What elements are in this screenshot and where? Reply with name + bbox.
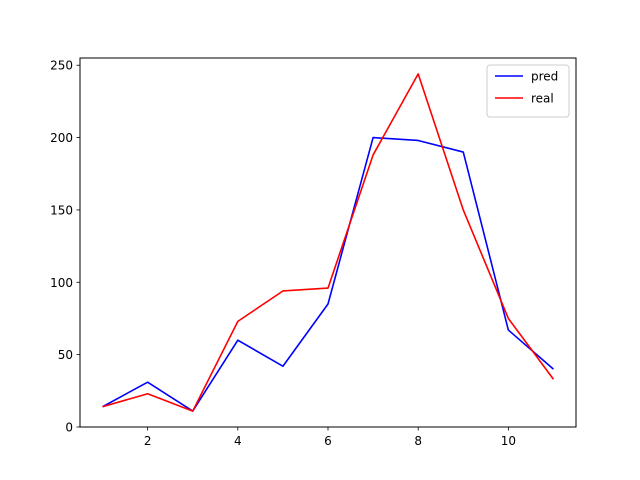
x-tick-label: 4 (234, 434, 242, 448)
x-tick-label: 6 (324, 434, 332, 448)
legend-label-real: real (531, 92, 554, 106)
y-tick-label: 150 (50, 203, 73, 217)
y-tick-label: 50 (58, 348, 73, 362)
y-tick-label: 0 (65, 421, 73, 435)
x-tick-label: 10 (501, 434, 516, 448)
y-tick-label: 100 (50, 276, 73, 290)
x-axis: 2 4 6 8 10 (144, 427, 516, 448)
y-tick-label: 250 (50, 59, 73, 73)
x-tick-label: 8 (414, 434, 422, 448)
series-layer (102, 73, 555, 412)
legend: pred real (486, 64, 570, 118)
legend-box (486, 64, 570, 118)
y-tick-label: 200 (50, 131, 73, 145)
y-axis: 0 50 100 150 200 250 (50, 59, 80, 435)
x-tick-label: 2 (144, 434, 152, 448)
legend-label-pred: pred (531, 70, 558, 84)
